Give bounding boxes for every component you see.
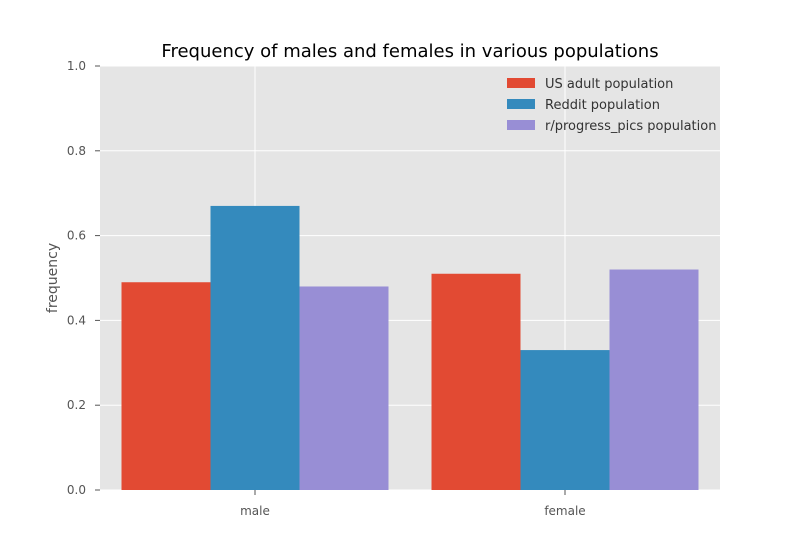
y-tick-label: 0.0 — [67, 483, 86, 497]
legend-label: r/progress_pics population — [545, 119, 716, 134]
legend-swatch — [507, 78, 535, 88]
bar — [210, 205, 300, 491]
legend-label: US adult population — [545, 77, 673, 92]
x-tick-label: female — [544, 504, 585, 518]
legend: US adult population Reddit population r/pr… — [507, 77, 716, 134]
bar — [431, 273, 521, 490]
y-tick-label: 0.2 — [67, 398, 86, 412]
y-tick-label: 1.0 — [67, 59, 86, 73]
chart-title: Frequency of males and females in variou… — [161, 41, 658, 62]
bar — [121, 282, 211, 490]
y-tick-label: 0.6 — [67, 229, 86, 243]
y-tick-label: 0.4 — [67, 313, 86, 327]
x-tick-label: male — [240, 504, 270, 518]
legend-label: Reddit population — [545, 98, 660, 113]
legend-swatch — [507, 120, 535, 130]
bar — [520, 350, 610, 490]
bar — [609, 269, 699, 490]
bars — [121, 205, 699, 491]
y-tick-label: 0.8 — [67, 144, 86, 158]
y-axis-label: frequency — [45, 243, 61, 313]
tick-labels: 0.0 0.2 0.4 0.6 0.8 1.0 male female — [67, 59, 586, 518]
legend-swatch — [507, 99, 535, 109]
bar — [299, 286, 389, 490]
